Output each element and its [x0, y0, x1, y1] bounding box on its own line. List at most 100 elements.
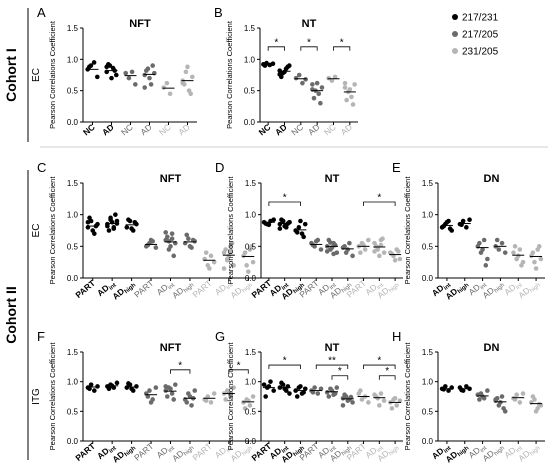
data-point	[532, 259, 537, 265]
legend-dot	[452, 14, 458, 20]
data-point	[315, 391, 321, 396]
data-point	[362, 247, 368, 252]
data-point	[124, 225, 130, 230]
x-tick-label: PART	[132, 441, 155, 463]
y-tick-label: 1.5	[244, 24, 256, 33]
y-axis-label: Pearson Correlations Coefficient	[403, 342, 412, 451]
data-point	[163, 384, 168, 389]
data-point	[502, 250, 508, 255]
data-point	[95, 384, 100, 389]
data-point	[92, 388, 97, 393]
y-tick-label: 1.0	[67, 378, 79, 387]
data-point	[208, 253, 214, 259]
y-tick-label: 1.5	[67, 24, 79, 33]
data-point	[203, 250, 209, 255]
data-point	[245, 269, 251, 274]
data-point	[332, 74, 338, 80]
data-point	[87, 64, 92, 70]
data-point	[332, 391, 338, 396]
y-tick-label: 1.5	[67, 179, 79, 188]
data-point	[163, 230, 168, 235]
significance-bracket	[267, 46, 285, 51]
x-tick-label-text: AD	[306, 122, 321, 137]
x-tick-label: ADhigh	[375, 441, 400, 465]
data-point	[261, 382, 267, 387]
data-point	[499, 394, 505, 399]
y-tick-label: 1.0	[67, 211, 79, 220]
data-point	[114, 380, 120, 386]
data-point	[328, 240, 333, 245]
data-point	[397, 256, 403, 262]
x-tick-label: AD	[306, 122, 321, 137]
data-point	[221, 266, 227, 271]
data-point	[223, 247, 228, 252]
data-point	[358, 250, 363, 255]
data-point	[496, 247, 502, 252]
panel-G: G NT Pearson Correlations Coefficient 0.0 0.…	[215, 329, 403, 465]
legend: 217/231 217/205 231/205	[452, 13, 499, 58]
x-tick-label: ADhigh	[516, 441, 541, 465]
data-point	[148, 237, 154, 243]
x-tick-label-text: PART	[132, 278, 155, 300]
significance-bracket	[363, 201, 396, 206]
data-point	[350, 400, 355, 405]
legend-label: 217/205	[462, 30, 499, 41]
x-tick-label-subscript: high	[388, 445, 401, 457]
data-point	[331, 251, 336, 257]
data-point	[277, 72, 283, 77]
y-tick-label: 0.0	[67, 118, 79, 127]
data-point	[183, 69, 189, 75]
significance-label: *	[377, 356, 381, 367]
data-point	[171, 397, 176, 402]
data-point	[481, 237, 487, 243]
data-point	[186, 236, 191, 242]
data-point	[211, 259, 217, 265]
data-point	[441, 387, 447, 392]
x-tick-label-text: AD	[339, 122, 354, 137]
data-point	[311, 95, 317, 101]
data-point	[268, 379, 273, 384]
data-point	[145, 394, 151, 399]
x-tick-label-text: NC	[289, 122, 305, 138]
data-point	[498, 400, 503, 405]
x-tick-label-subscript: high	[241, 445, 254, 457]
data-point	[352, 82, 357, 87]
x-tick-label-text: AD	[430, 283, 446, 299]
data-point	[536, 401, 542, 407]
data-point	[129, 226, 134, 231]
panel-letter: D	[215, 160, 224, 175]
x-tick-label: PART	[132, 278, 155, 300]
data-point	[211, 391, 217, 396]
data-point	[113, 212, 118, 217]
x-tick-label: NC	[157, 122, 173, 138]
x-tick-label-text: PART	[190, 441, 213, 463]
significance-bracket	[300, 46, 318, 51]
x-tick-label: NC	[81, 122, 97, 138]
data-point	[277, 221, 283, 227]
data-point	[279, 380, 284, 386]
data-point	[226, 253, 232, 259]
x-tick-label: AD	[100, 122, 116, 138]
data-point	[91, 60, 97, 65]
x-tick-label-subscript: int	[329, 282, 338, 291]
data-point	[173, 382, 178, 387]
y-tick-label: 0.0	[67, 274, 79, 283]
panel-title: NT	[325, 173, 340, 185]
data-point	[108, 217, 113, 223]
y-tick-label: 0.0	[245, 274, 257, 283]
x-tick-label: AD	[273, 122, 289, 138]
y-tick-label: 1.0	[67, 55, 79, 64]
data-point	[334, 385, 340, 390]
data-point	[133, 82, 138, 87]
data-point	[205, 394, 211, 399]
data-point	[188, 91, 193, 97]
significance-label: *	[283, 356, 287, 367]
data-point	[329, 78, 335, 83]
data-point	[515, 253, 521, 259]
data-point	[310, 390, 316, 395]
data-point	[134, 384, 139, 389]
data-point	[392, 257, 398, 263]
significance-bracket	[331, 375, 349, 380]
data-point	[223, 397, 228, 402]
y-tick-label: 0.0	[422, 274, 434, 283]
